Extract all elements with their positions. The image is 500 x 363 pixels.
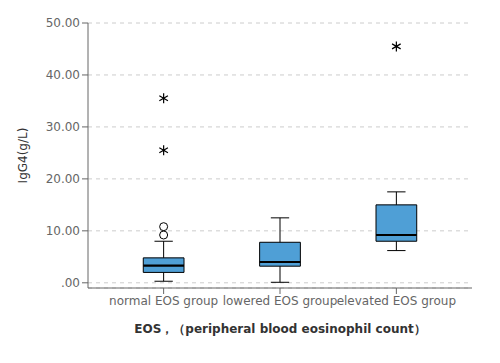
svg-text:normal EOS group: normal EOS group (109, 294, 218, 308)
svg-text:10.00: 10.00 (46, 224, 80, 238)
svg-text:.00: .00 (61, 276, 80, 290)
svg-text:40.00: 40.00 (46, 68, 80, 82)
svg-text:20.00: 20.00 (46, 172, 80, 186)
svg-text:elevated EOS group: elevated EOS group (337, 294, 456, 308)
svg-text:EOS，（peripheral blood eosinoph: EOS，（peripheral blood eosinophil count） (134, 322, 425, 336)
svg-text:50.00: 50.00 (46, 16, 80, 30)
svg-text:IgG4(g/L): IgG4(g/L) (16, 128, 30, 184)
svg-text:30.00: 30.00 (46, 120, 80, 134)
svg-text:lowered EOS group: lowered EOS group (223, 294, 338, 308)
